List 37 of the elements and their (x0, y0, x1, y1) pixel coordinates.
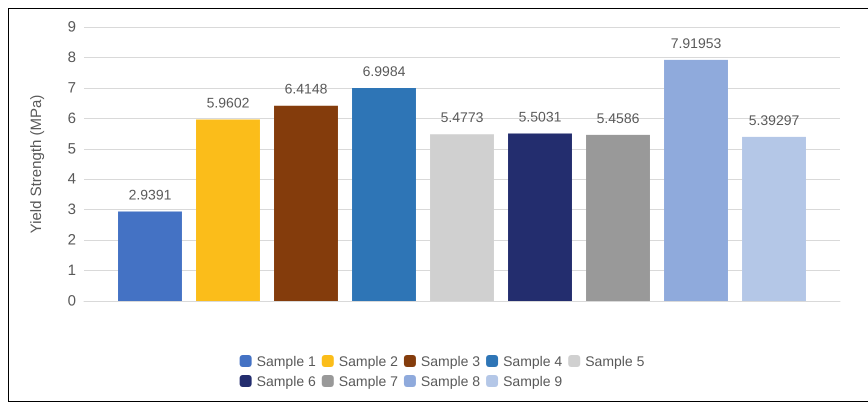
legend-label: Sample 7 (338, 373, 398, 389)
data-label: 5.4773 (440, 109, 484, 126)
data-label: 6.9984 (362, 62, 406, 79)
legend-label: Sample 8 (420, 373, 480, 389)
y-tick-label: 1 (68, 262, 76, 280)
y-tick-label: 9 (68, 18, 76, 36)
legend-label: Sample 1 (256, 353, 316, 369)
bar (508, 133, 572, 301)
legend-label: Sample 5 (585, 353, 645, 369)
y-tick-label: 4 (68, 170, 76, 188)
y-tick-label: 6 (68, 110, 76, 127)
bar (352, 88, 416, 301)
y-tick-label: 0 (68, 292, 76, 310)
data-label: 5.4586 (596, 110, 640, 126)
bar (196, 120, 260, 301)
bar (118, 212, 182, 301)
data-label: 5.9602 (206, 94, 250, 111)
data-label: 5.39297 (748, 112, 800, 128)
bar (742, 136, 806, 301)
y-tick-label: 3 (68, 201, 76, 218)
legend-label: Sample 3 (420, 353, 480, 369)
legend-label: Sample 6 (256, 373, 316, 389)
bar (664, 60, 728, 301)
legend-label: Sample 2 (338, 353, 398, 369)
y-tick-label: 7 (68, 79, 76, 96)
legend-label: Sample 4 (503, 353, 562, 369)
data-label: 5.5031 (518, 108, 562, 124)
y-tick-label: 2 (68, 232, 76, 249)
data-label: 2.9391 (128, 186, 172, 203)
y-tick-label: 8 (68, 48, 76, 66)
y-axis-title: Yield Strength (MPa) (28, 94, 45, 234)
y-tick-label: 5 (68, 140, 76, 158)
data-label: 6.4148 (284, 80, 328, 97)
data-label: 7.91953 (670, 34, 722, 51)
legend-label: Sample 9 (503, 373, 562, 389)
bar (586, 134, 650, 301)
bar (274, 106, 338, 301)
